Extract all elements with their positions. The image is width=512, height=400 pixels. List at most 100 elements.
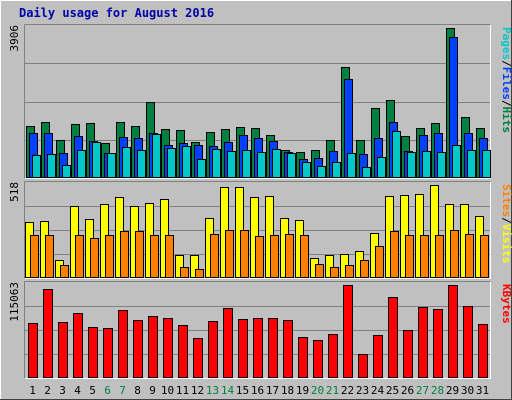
- kbytes-bar-kbytes: [208, 321, 218, 378]
- kbytes-bar-kbytes: [388, 297, 398, 378]
- kbytes-bar-kbytes: [433, 309, 443, 378]
- visits-bar-sites: [300, 235, 309, 278]
- kbytes-bar-kbytes: [88, 327, 98, 378]
- kbytes-bar-kbytes: [343, 285, 353, 378]
- x-tick-label: 17: [266, 384, 279, 397]
- kbytes-bar-kbytes: [178, 325, 188, 378]
- hits-bar-pages: [137, 150, 146, 178]
- hits-bar-pages: [107, 153, 116, 178]
- kbytes-bar-kbytes: [73, 313, 83, 378]
- x-tick-label: 3: [59, 384, 66, 397]
- hits-bar-pages: [407, 152, 416, 178]
- visits-bar-sites: [375, 246, 384, 278]
- x-tick-label: 2: [44, 384, 51, 397]
- hits-bar-pages: [152, 134, 161, 178]
- kbytes-bar-kbytes: [118, 310, 128, 378]
- visits-bar-sites: [345, 265, 354, 278]
- x-tick-label: 9: [149, 384, 156, 397]
- hits-bar-pages: [302, 162, 311, 178]
- hits-max-label: 3906: [8, 25, 21, 52]
- kbytes-bar-kbytes: [193, 338, 203, 378]
- visits-legend-entry: Visits: [500, 224, 512, 264]
- visits-bar-sites: [30, 235, 39, 278]
- visits-bar-sites: [255, 236, 264, 278]
- x-tick-label: 20: [311, 384, 324, 397]
- x-tick-label: 8: [134, 384, 141, 397]
- kbytes-bar-kbytes: [58, 322, 68, 378]
- x-tick-label: 11: [176, 384, 189, 397]
- kbytes-bar-kbytes: [103, 328, 113, 378]
- kbytes-bar-kbytes: [133, 320, 143, 378]
- visits-bar-sites: [75, 235, 84, 278]
- kbytes-bar-kbytes: [448, 285, 458, 378]
- hits-bar-pages: [182, 146, 191, 178]
- hits-legend-entry: Files: [500, 67, 512, 100]
- hits-bar-pages: [47, 154, 56, 178]
- x-tick-label: 30: [461, 384, 474, 397]
- hits-bar-pages: [467, 150, 476, 178]
- x-tick-label: 6: [104, 384, 111, 397]
- x-tick-label: 16: [251, 384, 264, 397]
- chart-title: Daily usage for August 2016: [19, 6, 214, 20]
- hits-bar-pages: [287, 153, 296, 178]
- visits-bar-sites: [45, 235, 54, 278]
- kbytes-bar-kbytes: [373, 335, 383, 378]
- visits-bar-sites: [465, 234, 474, 278]
- hits-bar-pages: [92, 142, 101, 178]
- x-tick-label: 31: [476, 384, 489, 397]
- hits-bar-pages: [332, 162, 341, 178]
- visits-bar-sites: [450, 230, 459, 278]
- visits-bar-sites: [240, 230, 249, 278]
- kbytes-bar-kbytes: [28, 323, 38, 378]
- hits-legend-entry: Hits: [500, 107, 512, 134]
- kbytes-bar-kbytes: [358, 354, 368, 378]
- hits-bar-pages: [32, 155, 41, 178]
- x-tick-label: 27: [416, 384, 429, 397]
- visits-bar-sites: [435, 235, 444, 278]
- x-tick-label: 26: [401, 384, 414, 397]
- x-tick-label: 14: [221, 384, 235, 397]
- kbytes-bar-kbytes: [238, 319, 248, 378]
- visits-bar-sites: [390, 231, 399, 278]
- x-tick-label: 23: [356, 384, 369, 397]
- hits-legend: Pages/Files/Hits: [500, 27, 512, 133]
- x-tick-label: 15: [236, 384, 249, 397]
- visits-bar-sites: [405, 235, 414, 278]
- visits-bar-sites: [270, 235, 279, 278]
- x-tick-label: 4: [74, 384, 81, 397]
- visits-max-label: 518: [8, 182, 21, 202]
- kbytes-bar-kbytes: [223, 308, 233, 378]
- hits-legend-entry: Pages: [500, 27, 512, 60]
- hits-bar-pages: [422, 151, 431, 178]
- visits-bar-visits: [430, 185, 439, 278]
- x-tick-label: 28: [431, 384, 444, 397]
- visits-bar-sites: [150, 235, 159, 278]
- visits-bar-sites: [120, 231, 129, 278]
- visits-bar-sites: [105, 235, 114, 278]
- hits-bar-pages: [377, 157, 386, 178]
- x-tick-label: 19: [296, 384, 309, 397]
- visits-bar-sites: [195, 269, 204, 278]
- x-tick-label: 10: [161, 384, 174, 397]
- kbytes-legend-entry: KBytes: [500, 284, 512, 324]
- hits-bar-pages: [362, 167, 371, 178]
- hits-legend-entry: /: [500, 60, 512, 67]
- visits-bar-sites: [225, 230, 234, 278]
- visits-bar-visits: [325, 255, 334, 278]
- visits-bar-sites: [210, 234, 219, 278]
- x-tick-label: 22: [341, 384, 354, 397]
- kbytes-bar-kbytes: [298, 337, 308, 378]
- kbytes-bar-kbytes: [148, 316, 158, 378]
- x-tick-label: 13: [206, 384, 219, 397]
- visits-bar-sites: [90, 238, 99, 278]
- x-tick-label: 18: [281, 384, 294, 397]
- visits-legend: Sites/Visits: [500, 184, 512, 264]
- hits-bar-pages: [392, 131, 401, 178]
- hits-bar-pages: [347, 153, 356, 178]
- x-tick-label: 21: [326, 384, 339, 397]
- visits-bar-sites: [180, 267, 189, 278]
- hits-bar-pages: [197, 159, 206, 178]
- kbytes-bar-kbytes: [328, 334, 338, 378]
- x-tick-label: 24: [371, 384, 385, 397]
